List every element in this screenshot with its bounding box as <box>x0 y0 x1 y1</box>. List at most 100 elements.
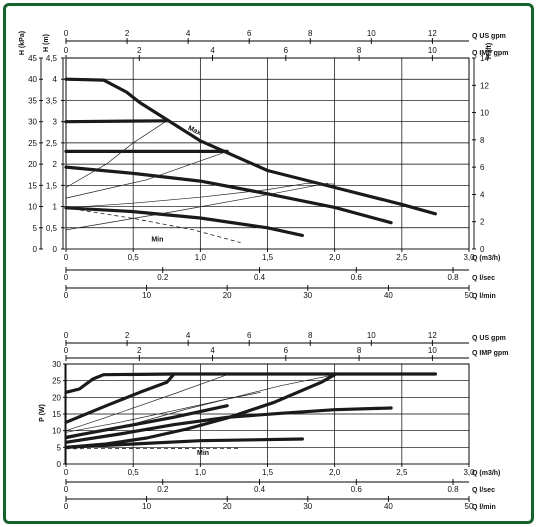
chart1-y-m-tick-label: 4,5 <box>46 54 58 63</box>
chart2-bottom-axis-l-sec-tick-label: 0.2 <box>157 485 169 494</box>
chart1-bottom-axis-l-min-tick-label: 10 <box>142 291 151 300</box>
chart2-x-tick-label: 0 <box>64 468 69 477</box>
chart1-y-kpa-tick-label: 20 <box>28 160 37 169</box>
chart1-bottom-axis-l-min-tick-label: 30 <box>303 291 312 300</box>
chart1-y-kpa-tick-label: 40 <box>28 75 37 84</box>
chart1-bottom-axis-l-sec-tick-label: 0.2 <box>157 273 169 282</box>
chart2-series-8-curve <box>65 374 335 440</box>
chart2-x-tick-label: 3,0 <box>463 468 475 477</box>
chart1-y-ft-tick-label: 14 <box>480 54 489 63</box>
chart2-top-axis-us-gpm-label: Q US gpm <box>472 335 506 342</box>
chart2-bottom-axis-l-sec-tick-label: 0 <box>64 485 69 494</box>
chart1-y-kpa-tick-label: 5 <box>33 224 38 233</box>
chart2-y-w-tick-label: 25 <box>52 377 61 386</box>
chart1-y-ft-tick-label: 8 <box>480 136 485 145</box>
chart2-bottom-axis-l-min-tick-label: 0 <box>64 502 69 511</box>
chart2-series-6-curve <box>64 437 304 449</box>
chart2-bottom-axis-l-sec-tick-label: 0.4 <box>254 485 266 494</box>
chart1-top-axis-imp-gpm-tick-label: 0 <box>64 46 69 55</box>
chart2-x-tick-label: 2,0 <box>329 468 341 477</box>
chart1-y-m-tick-label: 4 <box>53 75 58 84</box>
chart1-bottom-axis-l-min-label: Q l/min <box>472 293 496 300</box>
chart1-y-kpa-tick-label: 10 <box>28 203 37 212</box>
chart2-series-3-curve <box>64 404 229 439</box>
chart1-top-axis-us-gpm-tick-label: 10 <box>367 29 376 38</box>
chart1-y-kpa-tick-label: 45 <box>28 54 37 63</box>
chart1-top-axis-imp-gpm-label: Q IMP gpm <box>472 50 508 57</box>
chart1-x-tick-label: 2,5 <box>396 253 408 262</box>
chart1-y-m-axis-label: H (m) <box>43 34 50 52</box>
chart1-top-axis-imp-gpm-tick-label: 6 <box>284 46 289 55</box>
chart1-y-m-tick-label: 0 <box>53 245 58 254</box>
chart2-x-tick-label: 1,0 <box>195 468 207 477</box>
chart2-bottom-axis-l-min-tick-label: 50 <box>465 502 474 511</box>
chart2-y-w-tick-label: 15 <box>52 410 61 419</box>
chart2-y-w-tick-label: 10 <box>52 427 61 436</box>
chart1-y-kpa-tick-label: 25 <box>28 139 37 148</box>
chart1-y-ft-tick-label: 10 <box>480 109 489 118</box>
chart1-y-kpa-tick-label: 0 <box>33 245 38 254</box>
chart2-y-w-axis-label: P (W) <box>39 404 46 422</box>
chart1-y-m-tick-label: 3,5 <box>46 96 58 105</box>
chart1-series-10-curve <box>65 207 241 243</box>
chart-frame: 0 0,5 1,0 1,5 2,0 2,5 3,0 Q (m3/h) 0 5 10 15 20 25 30 3… <box>3 3 534 524</box>
chart1-series-1-curve <box>64 77 437 216</box>
chart2-top-axis-imp-gpm-tick-label: 4 <box>210 346 215 355</box>
chart1-series-4-curve <box>64 165 393 225</box>
chart2-bottom-axis-l-sec-tick-label: 0.8 <box>447 485 459 494</box>
chart1-x-tick-label: 2,0 <box>329 253 341 262</box>
chart2-y-w-tick-label: 30 <box>52 360 61 369</box>
chart1-series-7-curve <box>65 151 228 199</box>
chart1-y-kpa-axis-label: H (kPa) <box>19 31 26 55</box>
chart2-top-axis-us-gpm-tick-label: 10 <box>367 331 376 340</box>
chart1-series-5-curve <box>64 206 304 237</box>
chart1-bottom-axis-l-sec-label: Q l/sec <box>472 275 495 282</box>
chart2-series-9-curve <box>65 391 261 433</box>
chart1-top-axis-us-gpm-tick-label: 6 <box>247 29 252 38</box>
chart2-bottom-axis-l-min-tick-label: 30 <box>303 502 312 511</box>
chart1-top-axis-imp-gpm-tick-label: 4 <box>210 46 215 55</box>
chart2-top-axis-imp-gpm-tick-label: 8 <box>357 346 362 355</box>
chart1-top-axis-us-gpm-tick-label: 4 <box>186 29 191 38</box>
chart2-x-tick-label: 1,5 <box>262 468 274 477</box>
chart2-x-tick-label: 0,5 <box>128 468 140 477</box>
pump-curves-chart: 0 0,5 1,0 1,5 2,0 2,5 3,0Q (m3/h)0510152025303… <box>19 29 508 511</box>
chart2-x-axis-label: Q (m3/h) <box>472 470 500 477</box>
chart2-series-4-curve <box>64 373 337 449</box>
chart1-x-axis-label: Q (m3/h) <box>472 255 500 262</box>
chart1-y-m-tick-label: 2 <box>53 160 58 169</box>
chart1-y-ft-tick-label: 6 <box>480 163 485 172</box>
chart1-series-9-curve <box>65 182 328 231</box>
chart1-y-m-tick-label: 3 <box>53 118 58 127</box>
chart1-series-2-curve <box>64 119 169 124</box>
chart1-top-axis-us-gpm-tick-label: 0 <box>64 29 69 38</box>
chart2-top-axis-imp-gpm-tick-label: 10 <box>428 346 437 355</box>
chart1-top-axis-imp-gpm-tick-label: 2 <box>137 46 142 55</box>
chart2-top-axis-us-gpm-tick-label: 12 <box>428 331 437 340</box>
chart1-y-m-tick-label: 1 <box>53 203 58 212</box>
chart2-top-axis-imp-gpm-tick-label: 0 <box>64 346 69 355</box>
chart2-bottom-axis-l-min-tick-label: 40 <box>384 502 393 511</box>
chart1-y-ft-tick-label: 4 <box>480 190 485 199</box>
chart1-y-kpa-tick-label: 15 <box>28 181 37 190</box>
chart1-annotation-min: Min <box>151 236 163 243</box>
chart1-top-axis-us-gpm-tick-label: 8 <box>308 29 313 38</box>
chart2-y-w-tick-label: 20 <box>52 393 61 402</box>
chart1-x-tick-label: 3,0 <box>463 253 475 262</box>
chart1-y-ft-axis-label: H (ft) <box>486 43 493 59</box>
chart1-top-axis-imp-gpm-tick-label: 10 <box>428 46 437 55</box>
chart1-bottom-axis-l-min-tick-label: 50 <box>465 291 474 300</box>
chart1-bottom-axis-l-sec-tick-label: 0.4 <box>254 273 266 282</box>
chart2-series-1-curve <box>64 372 437 394</box>
chart1-y-m-tick-label: 0,5 <box>46 224 58 233</box>
chart1-y-ft-tick-label: 0 <box>480 245 485 254</box>
chart2-series-7-curve <box>65 374 228 432</box>
chart1-bottom-axis-l-min-tick-label: 0 <box>64 291 69 300</box>
chart2-bottom-axis-l-sec-label: Q l/sec <box>472 487 495 494</box>
chart2-top-axis-imp-gpm-tick-label: 6 <box>284 346 289 355</box>
chart2-series-5-curve <box>64 406 393 444</box>
chart1-y-ft-tick-label: 12 <box>480 81 489 90</box>
chart2-annotation-min: Min <box>197 450 209 457</box>
chart1-x-tick-label: 1,5 <box>262 253 274 262</box>
chart2-bottom-axis-l-min-tick-label: 20 <box>223 502 232 511</box>
